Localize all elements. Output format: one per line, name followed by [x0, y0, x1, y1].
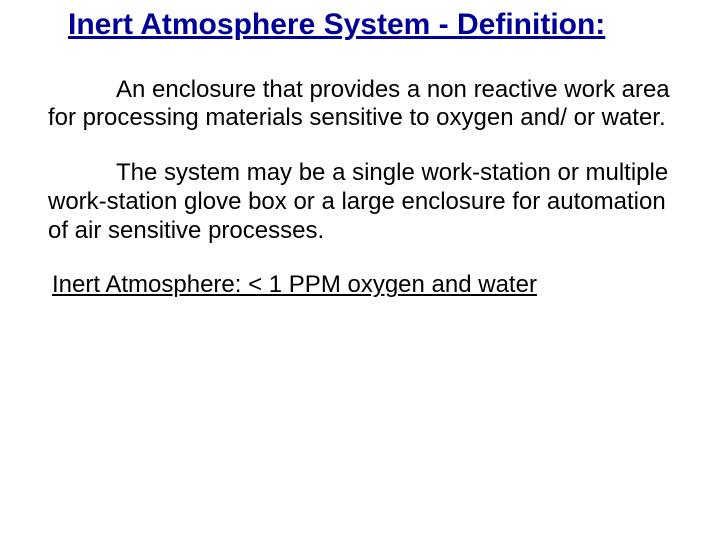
- slide-title: Inert Atmosphere System - Definition:: [48, 6, 680, 44]
- definition-paragraph-1: An enclosure that provides a non reactiv…: [48, 76, 680, 134]
- inert-atmosphere-spec: Inert Atmosphere: < 1 PPM oxygen and wat…: [48, 271, 680, 299]
- definition-paragraph-2: The system may be a single work-station …: [48, 159, 680, 245]
